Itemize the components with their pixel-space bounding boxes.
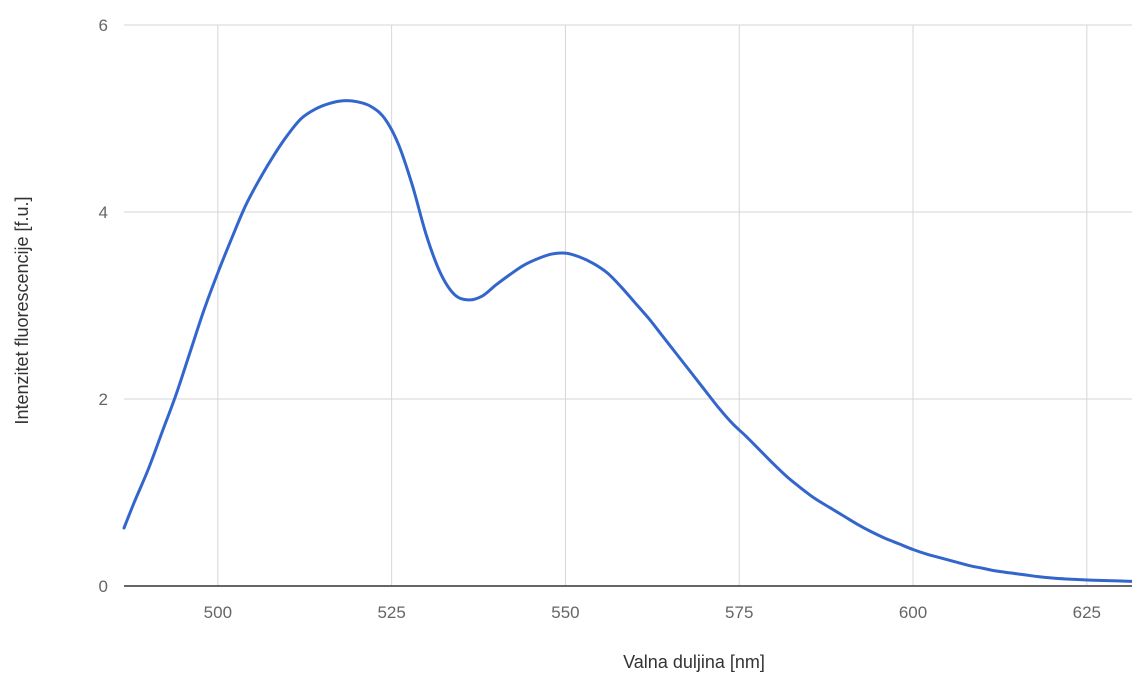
x-axis-ticks: 500 525 550 575 600 625 xyxy=(204,603,1101,622)
x-tick-label-525: 525 xyxy=(377,603,405,622)
x-tick-label-625: 625 xyxy=(1073,603,1101,622)
x-axis-title: Valna duljina [nm] xyxy=(623,652,765,672)
y-tick-label-4: 4 xyxy=(99,203,108,222)
y-tick-label-0: 0 xyxy=(99,577,108,596)
grid-layer xyxy=(124,24,1132,587)
x-tick-label-500: 500 xyxy=(204,603,232,622)
y-tick-label-6: 6 xyxy=(99,16,108,35)
y-tick-label-2: 2 xyxy=(99,390,108,409)
y-axis-ticks: 0 2 4 6 xyxy=(99,16,108,596)
x-tick-label-600: 600 xyxy=(899,603,927,622)
series-line-1 xyxy=(122,99,1132,583)
series-layer xyxy=(122,99,1132,583)
x-tick-label-575: 575 xyxy=(725,603,753,622)
x-tick-label-550: 550 xyxy=(551,603,579,622)
y-axis-title: Intenzitet fluorescencije [f.u.] xyxy=(12,196,32,424)
